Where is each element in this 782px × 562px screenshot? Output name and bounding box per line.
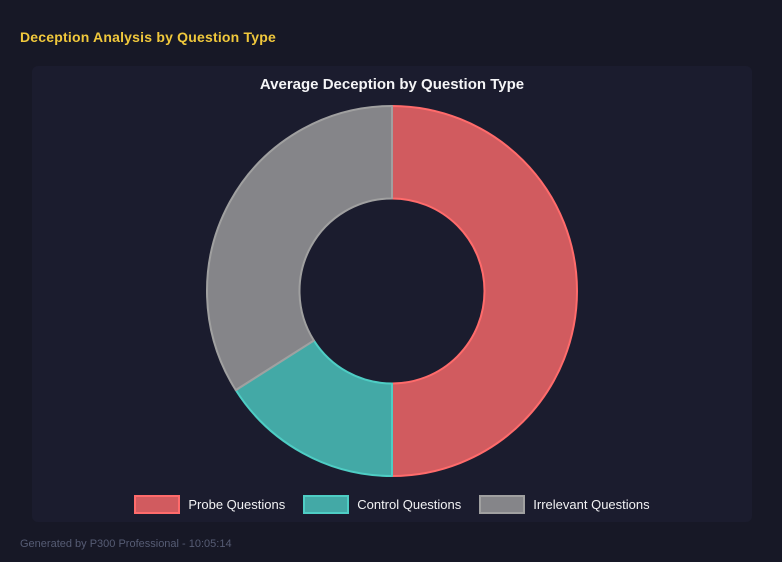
legend-swatch (303, 495, 350, 514)
chart-legend: Probe Questions Control Questions Irreleva… (32, 495, 752, 514)
legend-item-2[interactable]: Control Questions (303, 495, 461, 514)
page-title: Deception Analysis by Question Type (20, 29, 276, 45)
legend-item-3[interactable]: Irrelevant Questions (479, 495, 650, 514)
legend-swatch (479, 495, 526, 514)
footer-status: Generated by P300 Professional - 10:05:1… (20, 538, 232, 550)
donut-chart (206, 105, 578, 477)
legend-label: Probe Questions (188, 497, 286, 512)
donut-segment-2[interactable] (234, 339, 393, 477)
legend-swatch (134, 495, 181, 514)
legend-label: Control Questions (357, 497, 462, 512)
chart-title: Average Deception by Question Type (259, 76, 525, 93)
chart-panel: Average Deception by Question Type Probe… (32, 66, 752, 522)
donut-segment-1[interactable] (391, 105, 578, 477)
legend-label: Irrelevant Questions (533, 497, 650, 512)
donut-segment-3[interactable] (206, 105, 393, 392)
legend-item-1[interactable]: Probe Questions (134, 495, 285, 514)
